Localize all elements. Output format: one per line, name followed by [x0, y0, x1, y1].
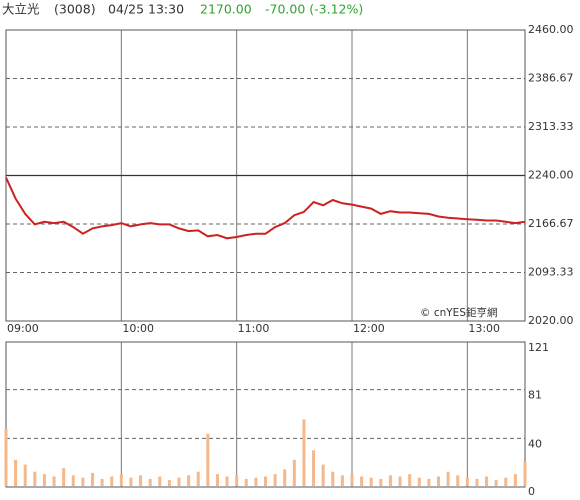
y-tick-label: 40 — [528, 437, 542, 450]
y-tick-label: 0 — [528, 485, 535, 498]
volume-bar — [485, 476, 489, 486]
y-tick-label: 2240.00 — [528, 169, 574, 182]
volume-bar — [100, 478, 104, 486]
volume-bar — [475, 478, 479, 486]
y-tick-label: 2166.67 — [528, 217, 574, 230]
volume-bar — [321, 464, 325, 486]
y-tick-label: 81 — [528, 389, 542, 402]
x-tick-label: 12:00 — [353, 322, 385, 335]
volume-bar — [398, 476, 402, 486]
y-tick-label: 2313.33 — [528, 120, 574, 133]
volume-bar — [129, 477, 133, 486]
volume-bar — [196, 471, 200, 486]
volume-bar — [494, 480, 498, 486]
x-tick-label: 11:00 — [238, 322, 270, 335]
volume-bar — [417, 477, 421, 486]
volume-bar — [369, 477, 373, 486]
volume-bar — [437, 476, 440, 486]
volume-bar — [408, 474, 412, 486]
volume-bar — [206, 433, 210, 486]
volume-bar — [331, 471, 335, 486]
volume-bar — [4, 428, 8, 486]
volume-bar — [158, 476, 162, 486]
y-tick-label: 121 — [528, 341, 549, 354]
volume-bar — [71, 475, 75, 486]
volume-bar — [139, 475, 143, 486]
volume-bar — [264, 476, 267, 486]
volume-bar — [225, 476, 229, 486]
volume-bar — [427, 478, 431, 486]
volume-bar — [148, 478, 152, 486]
volume-bar — [465, 477, 469, 486]
volume-bar — [513, 474, 517, 486]
volume-bar — [312, 450, 316, 486]
volume-bar — [187, 475, 191, 486]
x-tick-label: 13:00 — [468, 322, 500, 335]
volume-bar — [167, 480, 171, 486]
volume-bar — [81, 477, 85, 486]
volume-bar — [235, 475, 239, 486]
volume-panel — [5, 341, 526, 488]
quote-time: 04/25 13:30 — [108, 2, 184, 17]
price-change: -70.00 (-3.12%) — [265, 2, 363, 17]
y-tick-label: 2386.67 — [528, 71, 574, 84]
last-price: 2170.00 — [200, 2, 252, 17]
watermark: © cnYES鉅亨網 — [420, 306, 497, 319]
volume-bar — [52, 476, 56, 486]
volume-bar — [456, 475, 460, 486]
y-tick-label: 2460.00 — [528, 23, 574, 36]
volume-bar — [283, 469, 287, 486]
volume-bar — [504, 477, 508, 486]
volume-bar — [91, 472, 94, 486]
volume-bar — [177, 477, 181, 486]
volume-bar — [23, 464, 27, 486]
y-tick-label: 2093.33 — [528, 266, 574, 279]
x-tick-label: 10:00 — [122, 322, 154, 335]
y-tick-label: 2020.00 — [528, 314, 574, 327]
stock-name: 大立光 — [2, 2, 40, 17]
volume-bar — [360, 476, 364, 486]
price-line — [5, 177, 526, 240]
volume-bar — [379, 478, 383, 486]
volume-bar — [215, 474, 219, 486]
volume-bar — [110, 476, 114, 486]
volume-bar — [446, 471, 450, 486]
volume-bar — [62, 468, 66, 486]
volume-bar — [292, 459, 296, 486]
volume-bar — [244, 478, 248, 486]
volume-bar — [340, 475, 344, 486]
volume-bar — [388, 475, 392, 486]
volume-bar — [350, 474, 354, 486]
volume-bar — [302, 419, 306, 486]
volume-bar — [523, 462, 527, 486]
stock-code: (3008) — [54, 2, 96, 17]
volume-bar — [14, 459, 18, 486]
volume-bar — [42, 474, 46, 486]
volume-bar — [119, 474, 123, 486]
x-tick-label: 09:00 — [7, 322, 39, 335]
volume-bar — [273, 474, 277, 486]
volume-bar — [33, 471, 37, 486]
volume-bar — [254, 477, 258, 486]
